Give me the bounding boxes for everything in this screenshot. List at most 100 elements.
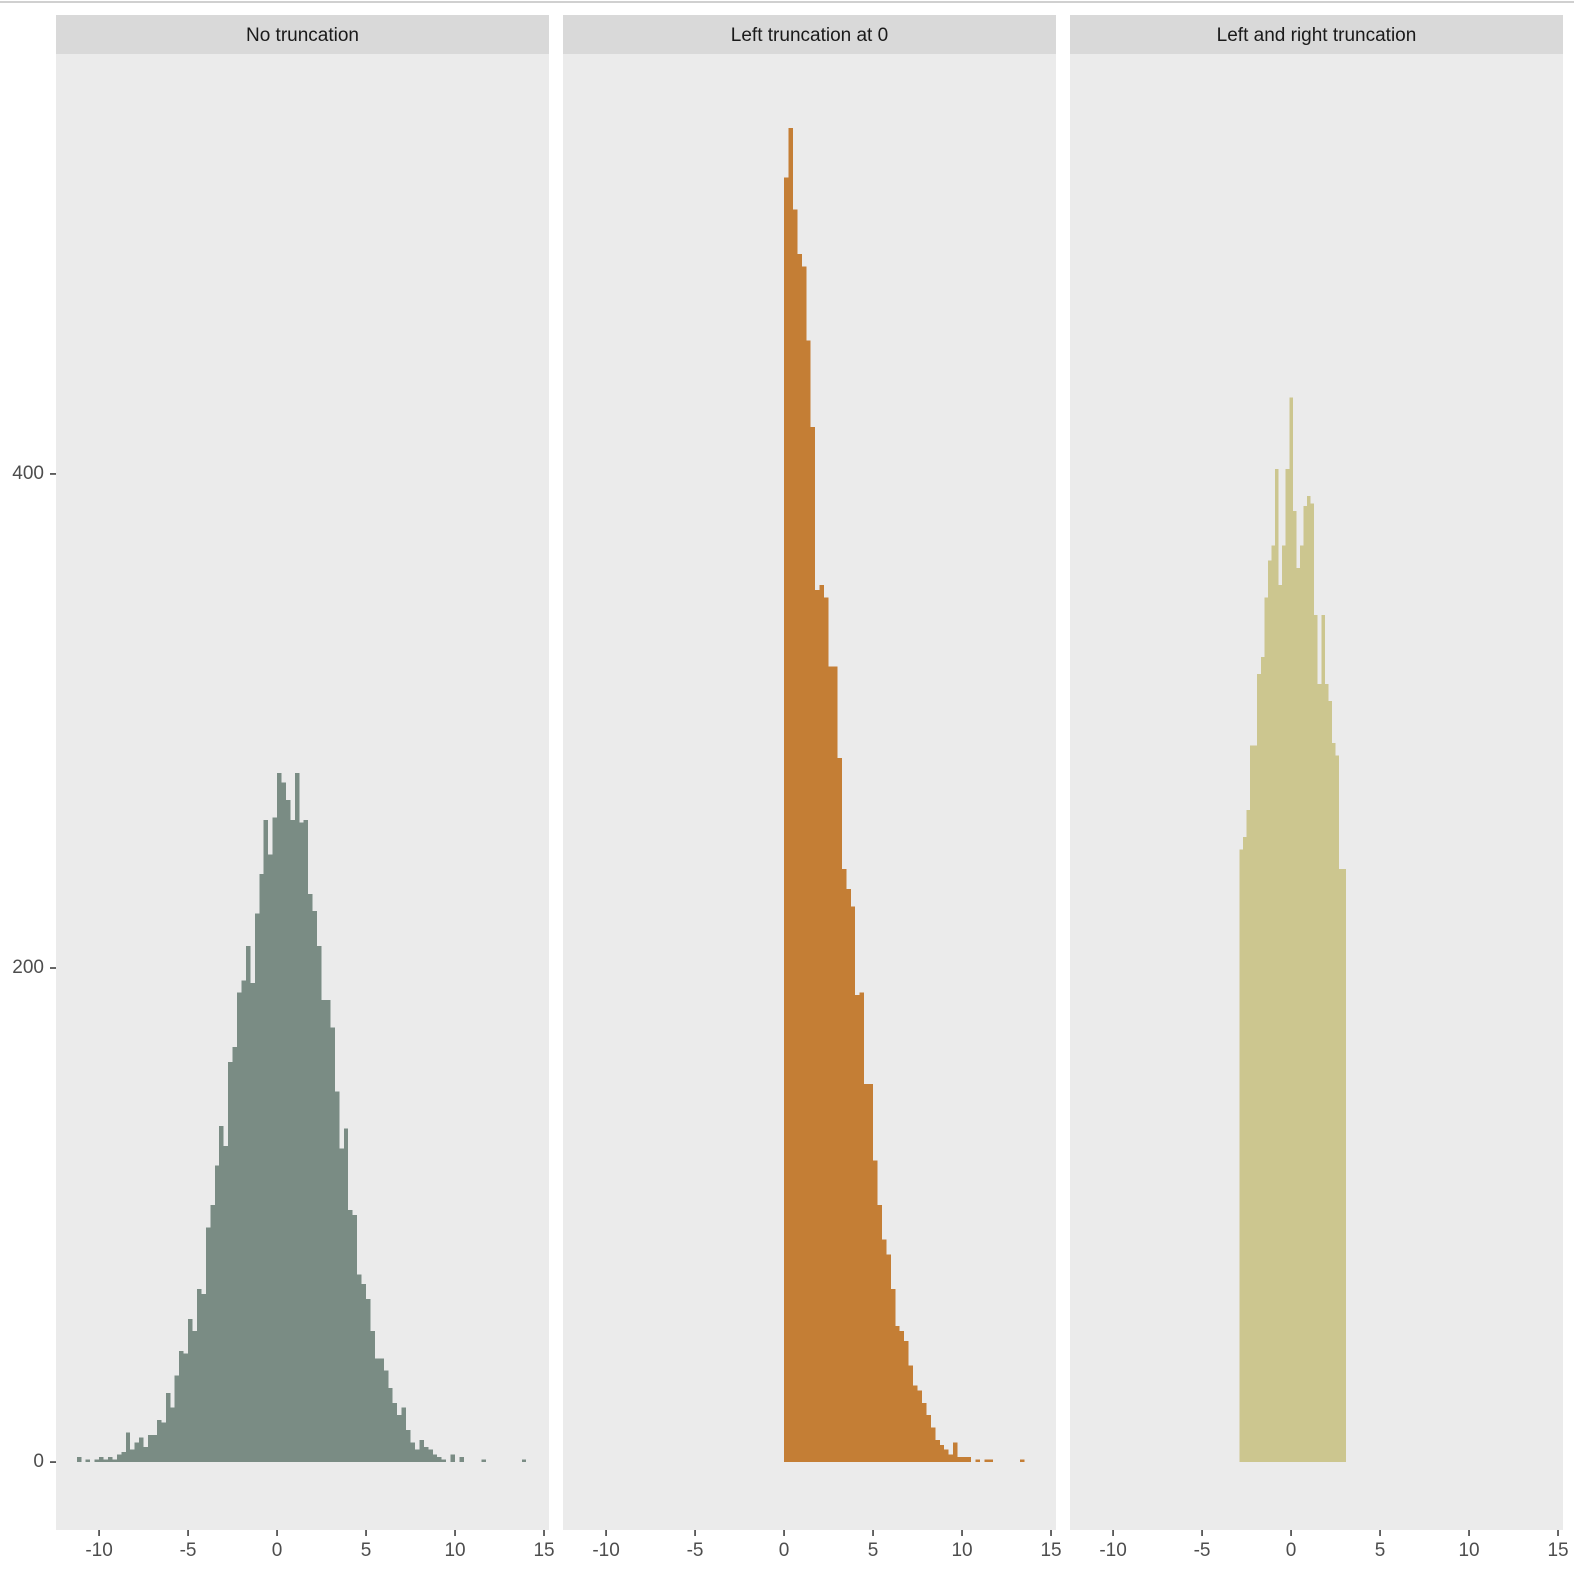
histogram-bar (165, 1392, 171, 1463)
histogram-bar (881, 1239, 887, 1463)
histogram-bar (94, 1459, 100, 1463)
histogram-bar (913, 1385, 918, 1463)
histogram-bar (116, 1454, 122, 1463)
histogram-bar (401, 1407, 407, 1463)
histogram-bar (850, 906, 856, 1463)
histogram-bar (76, 1457, 82, 1463)
histogram-bar (904, 1341, 909, 1463)
y-tick-label: 400 (12, 463, 44, 484)
histogram-bar (125, 1432, 131, 1463)
histogram-bar (1278, 585, 1283, 1463)
histogram-bar (423, 1447, 429, 1463)
histogram-bar (908, 1365, 914, 1463)
histogram-bar (1253, 745, 1258, 1463)
x-tick-label: -10 (592, 1540, 619, 1561)
histogram-bar (210, 1205, 215, 1463)
histogram-bar (170, 1407, 175, 1463)
histogram-bar (148, 1434, 153, 1463)
histogram-bar (388, 1387, 393, 1463)
histogram-bar (819, 585, 825, 1463)
histogram-bar (1267, 560, 1272, 1463)
histogram-bar (1292, 511, 1297, 1463)
histogram-bar (521, 1459, 527, 1463)
histogram-bar (183, 1353, 189, 1463)
histogram-bar (201, 1294, 206, 1463)
histogram-bar (855, 995, 860, 1463)
histogram-bar (437, 1457, 442, 1463)
histogram-bar (397, 1415, 402, 1463)
histogram-bar (1335, 755, 1340, 1463)
histogram-bar (290, 819, 295, 1463)
histogram-bar (374, 1358, 380, 1463)
histogram-bar (921, 1402, 927, 1463)
histogram-bar (277, 772, 282, 1463)
histogram-bar (832, 666, 838, 1463)
histogram-bar (330, 1027, 335, 1463)
histogram-bar (161, 1422, 166, 1463)
histogram-bar (263, 819, 269, 1463)
histogram-bar (877, 1205, 882, 1463)
histogram-bar (121, 1452, 126, 1463)
histogram-bar (441, 1459, 447, 1463)
histogram-bar (797, 254, 802, 1463)
histogram-bar (1299, 545, 1304, 1463)
histogram-bar (272, 817, 278, 1463)
x-tick-label: 5 (868, 1540, 879, 1561)
histogram-bar (281, 782, 286, 1463)
histogram-bar (1019, 1459, 1025, 1463)
histogram-bar (205, 1227, 211, 1463)
histogram-bar (868, 1084, 874, 1463)
histogram-bar (228, 1061, 233, 1463)
histogram-bar (801, 266, 807, 1463)
histogram-bar (419, 1439, 424, 1463)
histogram-bar (179, 1350, 184, 1463)
histogram-bar (1275, 469, 1279, 1463)
strip-title: Left truncation at 0 (731, 25, 888, 46)
histogram-bar (962, 1457, 967, 1463)
histogram-bar (325, 1000, 331, 1463)
histogram-bar (899, 1331, 905, 1463)
histogram-bar (366, 1299, 371, 1463)
x-tick-label: 5 (1375, 1540, 1386, 1561)
histogram-bar (1250, 745, 1254, 1463)
histogram-bar (303, 819, 309, 1463)
strip-background (563, 15, 1056, 54)
histogram-bar (348, 1210, 353, 1463)
strip-title: No truncation (246, 25, 359, 46)
x-tick-label: 15 (1547, 1540, 1568, 1561)
x-tick-label: -10 (85, 1540, 112, 1561)
histogram-bar (815, 590, 820, 1463)
histogram-bar (152, 1434, 157, 1463)
histogram-bar (988, 1459, 994, 1463)
histogram-bar (841, 869, 847, 1463)
histogram-bar (308, 893, 313, 1463)
histogram-bar (134, 1442, 140, 1463)
histogram-bar (192, 1331, 197, 1463)
histogram-bar (810, 427, 816, 1463)
histogram-bar (1260, 656, 1265, 1463)
histogram-bar (450, 1454, 456, 1463)
histogram-bar (139, 1437, 144, 1463)
histogram-bar (939, 1444, 945, 1463)
histogram-bar (1317, 683, 1322, 1463)
histogram-bar (1339, 869, 1343, 1463)
x-tick-label: 10 (951, 1540, 972, 1561)
histogram-bar (824, 597, 829, 1463)
histogram-bar (357, 1274, 362, 1463)
x-tick-label: -5 (180, 1540, 197, 1561)
histogram-bar (321, 1000, 326, 1463)
histogram-bar (414, 1449, 420, 1463)
histogram-bar (188, 1318, 193, 1463)
histogram-bar (107, 1457, 113, 1463)
x-tick-label: 0 (272, 1540, 283, 1561)
histogram-bar (890, 1289, 896, 1463)
histogram-bar (1342, 869, 1347, 1463)
x-tick-label: 5 (361, 1540, 372, 1561)
x-tick-label: 0 (779, 1540, 790, 1561)
histogram-bar (1321, 614, 1325, 1463)
histogram-bar (432, 1454, 438, 1463)
histogram-bar (241, 980, 246, 1463)
histogram-bar (828, 666, 833, 1463)
histogram-bar (966, 1457, 971, 1463)
